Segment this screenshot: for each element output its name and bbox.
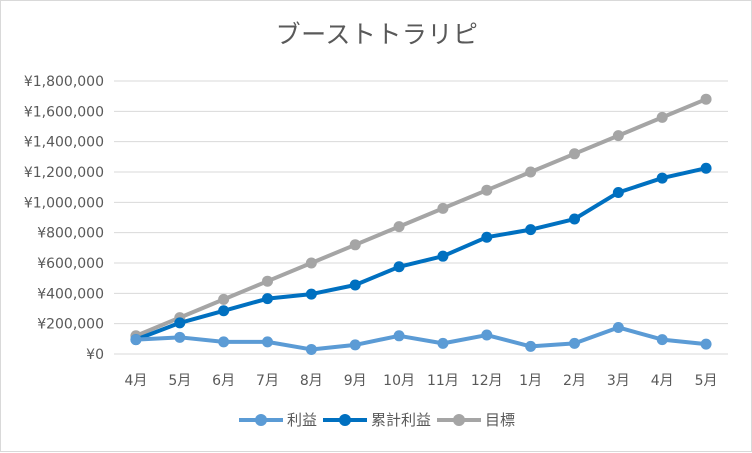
x-tick-label: 1月 — [519, 373, 542, 389]
legend-swatch — [322, 413, 367, 426]
data-point — [525, 340, 537, 352]
x-tick-label: 10月 — [383, 373, 415, 389]
x-tick-label: 4月 — [651, 373, 674, 389]
x-axis-tick-labels: 4月 5月 6月 7月 8月 9月 10月 11月 12月 1月 2月 3月 4月 5月 — [124, 373, 717, 389]
legend-swatch — [238, 413, 283, 426]
data-point — [656, 334, 668, 346]
legend-swatch — [437, 413, 481, 426]
data-point — [612, 130, 624, 142]
data-point — [481, 184, 493, 196]
data-point — [437, 202, 449, 214]
x-tick-label: 7月 — [256, 373, 279, 389]
series-line — [133, 166, 709, 342]
data-point — [700, 338, 712, 350]
x-tick-label: 6月 — [212, 373, 235, 389]
data-point — [262, 336, 273, 348]
legend-item: 目標 — [437, 409, 515, 430]
data-point — [437, 337, 449, 349]
y-tick-label: ¥200,000 — [37, 317, 104, 333]
data-point — [393, 261, 405, 273]
x-tick-label: 8月 — [300, 373, 323, 389]
chart-title: ブーストトラリピ — [275, 20, 479, 49]
y-tick-label: ¥1,200,000 — [24, 165, 104, 181]
legend-item: 利益 — [238, 409, 317, 430]
gridlines — [114, 80, 728, 355]
legend-label: 利益 — [286, 411, 317, 429]
data-point — [656, 172, 668, 184]
x-tick-label: 9月 — [344, 373, 367, 389]
series-1 — [130, 321, 712, 355]
data-point — [569, 337, 580, 349]
x-tick-label: 5月 — [168, 373, 191, 389]
data-point — [130, 334, 142, 346]
data-point — [437, 250, 449, 262]
y-tick-label: ¥1,600,000 — [24, 104, 104, 120]
data-point — [218, 293, 230, 305]
legend-item: 累計利益 — [322, 409, 431, 430]
data-point — [305, 257, 317, 269]
x-tick-label: 11月 — [427, 373, 459, 389]
data-point — [393, 221, 405, 233]
x-tick-label: 12月 — [471, 373, 503, 389]
y-tick-label: ¥1,400,000 — [24, 135, 104, 151]
x-tick-label: 3月 — [607, 373, 630, 389]
data-point — [656, 111, 668, 123]
series-3 — [130, 93, 712, 342]
data-point — [700, 93, 712, 105]
data-point — [305, 343, 317, 355]
x-tick-label: 2月 — [563, 373, 586, 389]
data-point — [393, 330, 405, 342]
data-point — [481, 329, 493, 341]
data-point — [349, 279, 361, 291]
x-tick-label: 4月 — [124, 373, 147, 389]
data-point — [612, 321, 624, 333]
data-point — [349, 339, 361, 351]
series-line — [133, 325, 709, 352]
data-point — [569, 148, 580, 160]
series-lines — [130, 93, 712, 355]
y-tick-label: ¥1,000,000 — [24, 195, 104, 211]
legend: 利益 累計利益 目標 — [1, 409, 752, 430]
data-point — [569, 213, 580, 225]
data-point — [218, 336, 230, 348]
series-2 — [130, 162, 712, 346]
data-point — [218, 305, 230, 317]
data-point — [174, 317, 186, 329]
series-line — [133, 97, 709, 338]
y-tick-label: ¥0 — [86, 347, 104, 363]
data-point — [525, 224, 537, 236]
data-point — [305, 288, 317, 300]
data-point — [174, 331, 186, 343]
y-tick-label: ¥600,000 — [37, 256, 104, 272]
y-tick-label: ¥800,000 — [37, 226, 104, 242]
data-point — [612, 186, 624, 198]
data-point — [481, 231, 493, 243]
data-point — [525, 166, 537, 178]
data-point — [262, 293, 273, 305]
data-point — [700, 162, 712, 174]
x-tick-label: 5月 — [695, 373, 718, 389]
y-axis-tick-labels: ¥0 ¥200,000 ¥400,000 ¥600,000 ¥800,000 ¥1,000… — [24, 74, 104, 363]
legend-label: 目標 — [485, 411, 516, 429]
data-point — [349, 239, 361, 251]
y-tick-label: ¥400,000 — [37, 286, 104, 302]
legend-label: 累計利益 — [370, 411, 431, 429]
y-tick-label: ¥1,800,000 — [24, 74, 104, 90]
data-point — [262, 275, 273, 287]
